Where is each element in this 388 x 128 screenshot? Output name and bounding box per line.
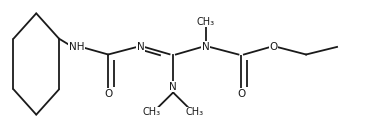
Text: CH₃: CH₃ <box>185 107 203 117</box>
Text: O: O <box>104 89 112 99</box>
Text: O: O <box>237 89 245 99</box>
Text: N: N <box>202 42 210 52</box>
Text: CH₃: CH₃ <box>197 17 215 27</box>
Text: N: N <box>137 42 144 52</box>
Text: NH: NH <box>69 42 84 52</box>
Text: O: O <box>270 42 278 52</box>
Text: N: N <box>169 82 177 92</box>
Text: CH₃: CH₃ <box>143 107 161 117</box>
